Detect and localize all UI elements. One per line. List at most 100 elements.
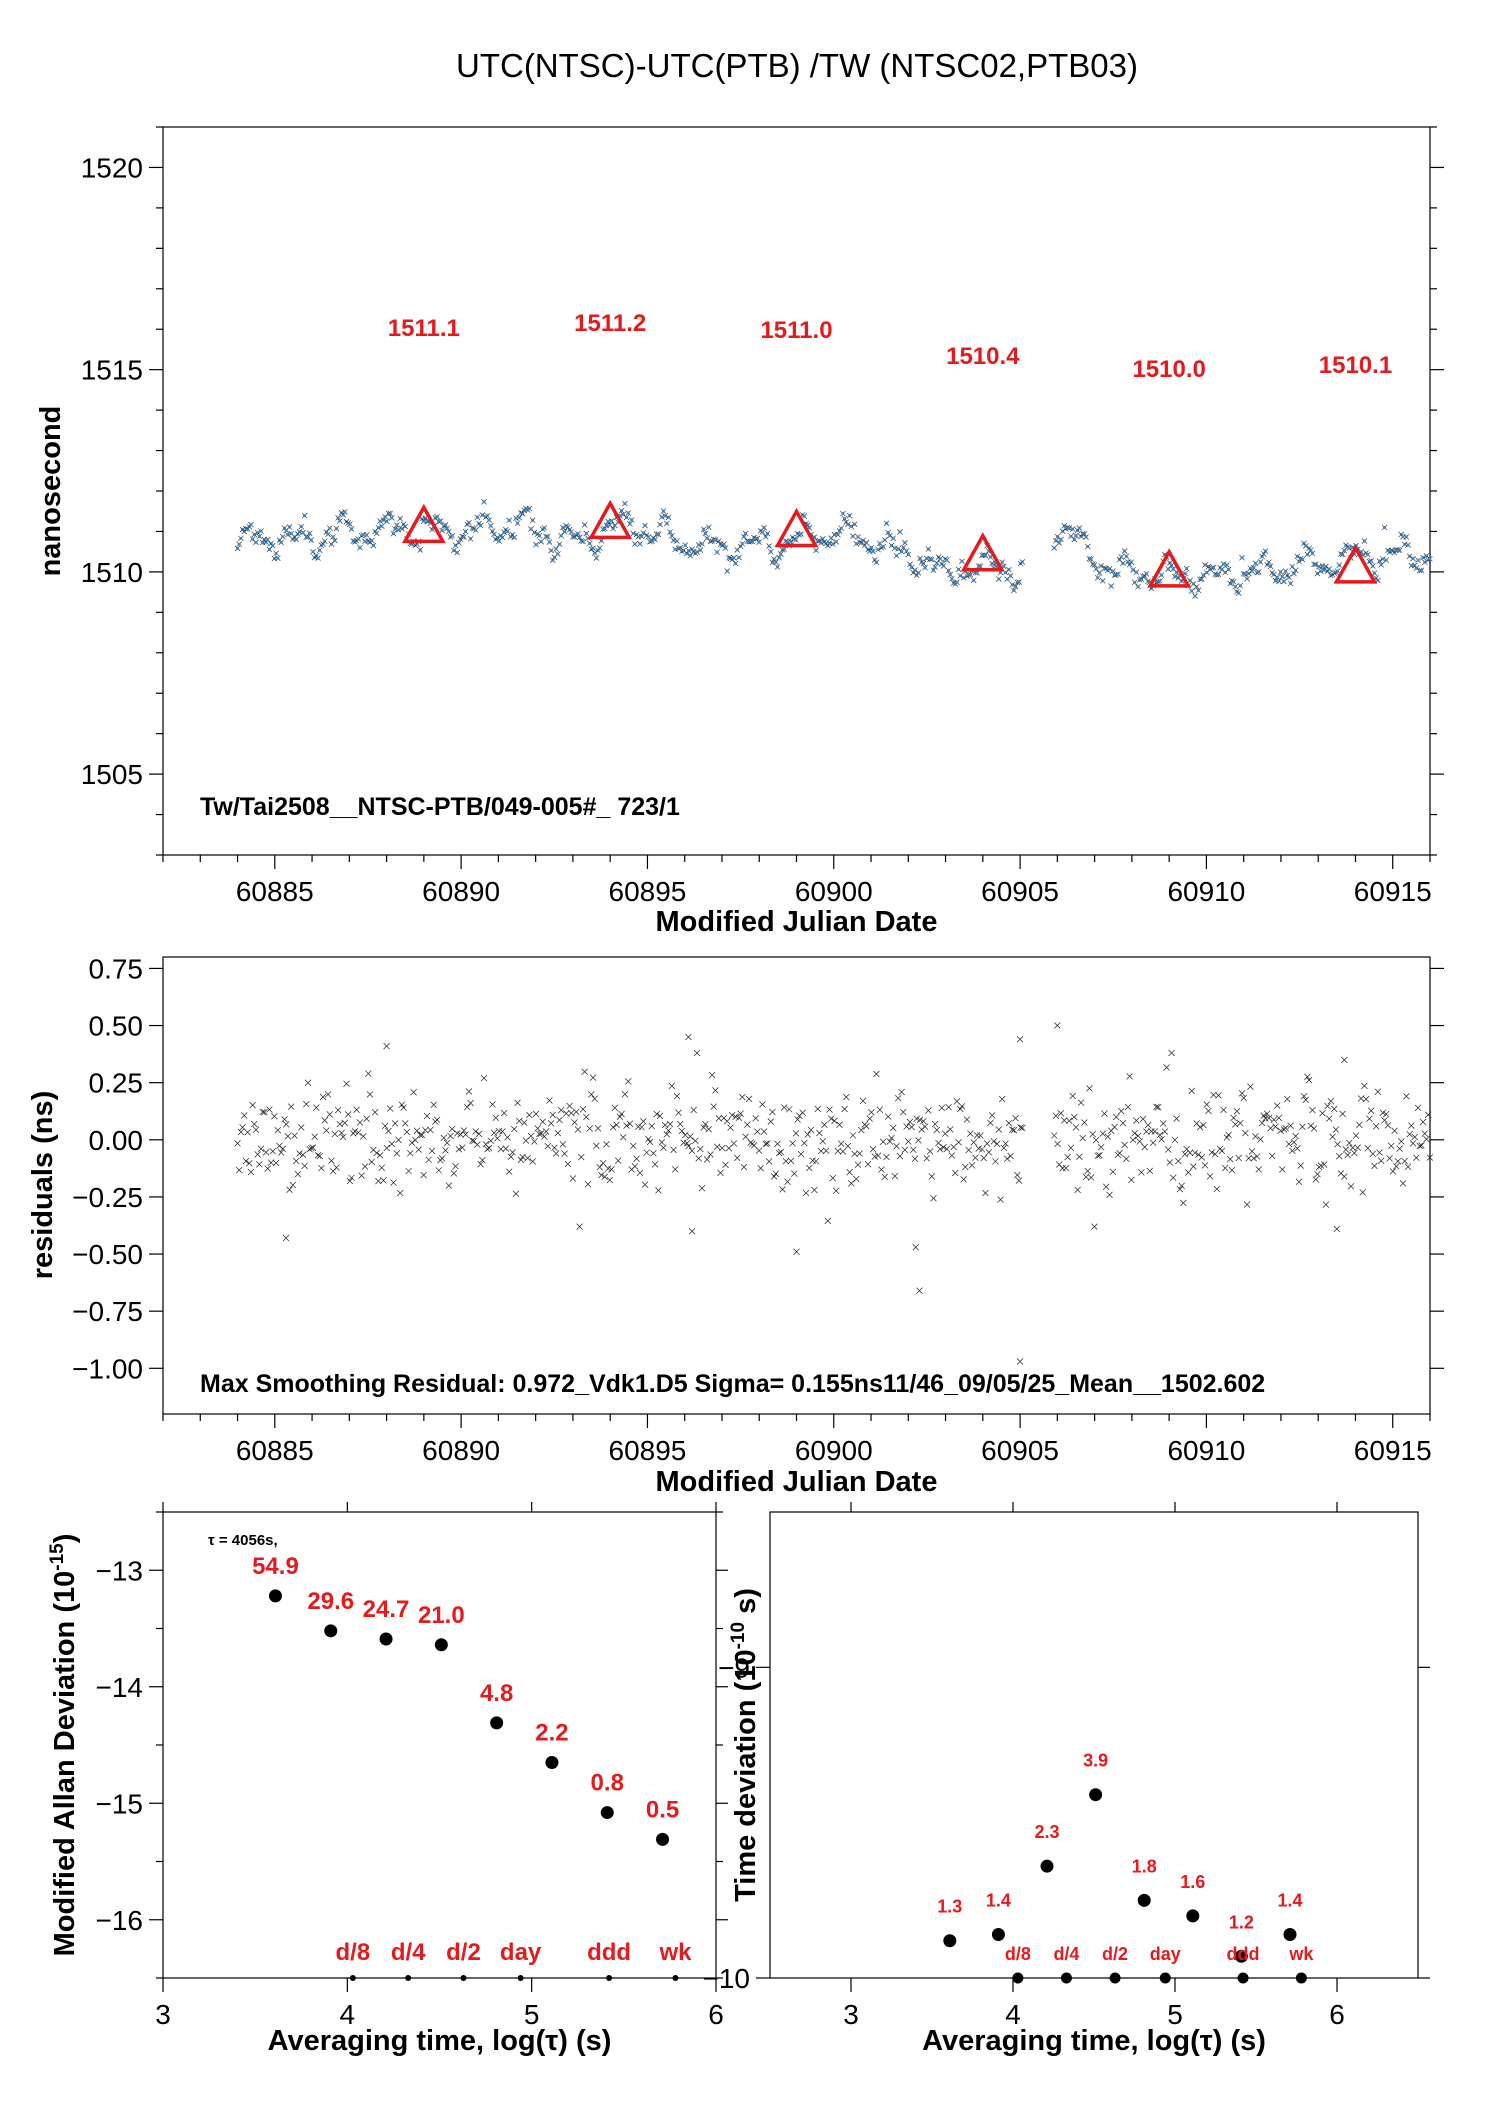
data-point-dot	[893, 546, 897, 550]
residual-point	[323, 1127, 330, 1134]
residual-point	[269, 1147, 276, 1155]
deviation-value-label: 21.0	[418, 1602, 465, 1629]
residual-point	[1173, 1115, 1180, 1122]
data-point-dot	[853, 522, 857, 526]
y-axis-label: nanosecond	[35, 406, 67, 577]
data-point-dot	[1133, 580, 1137, 584]
residual-point	[1061, 1117, 1068, 1124]
data-point-dot	[1237, 591, 1241, 595]
residual-point	[707, 1151, 714, 1158]
residual-point	[762, 1140, 770, 1148]
data-point-dot	[266, 538, 270, 542]
residual-point	[1304, 1073, 1311, 1081]
residual-point	[351, 1128, 359, 1135]
deviation-value-label: 2.3	[1035, 1822, 1060, 1842]
residual-outlier	[383, 1042, 390, 1050]
residual-point	[1364, 1144, 1372, 1152]
residual-point	[474, 1141, 481, 1148]
data-point-dot	[1243, 572, 1247, 576]
data-point-dot	[757, 540, 761, 544]
data-point-dot	[1247, 572, 1251, 576]
data-point-dot	[435, 515, 439, 519]
residual-point	[527, 1132, 535, 1140]
residual-point	[1289, 1147, 1296, 1155]
residual-point	[1124, 1103, 1132, 1111]
plot-frame	[162, 126, 1431, 856]
data-point-dot	[898, 530, 902, 534]
residual-point	[727, 1124, 734, 1131]
data-point-dot	[1372, 571, 1376, 575]
data-point-dot	[1227, 567, 1231, 571]
data-point-dot	[334, 527, 338, 531]
residual-point	[757, 1164, 764, 1172]
data-point-dot	[1149, 586, 1153, 590]
residual-point	[1411, 1133, 1418, 1141]
residual-point	[425, 1156, 432, 1164]
data-point-dot	[1280, 575, 1284, 579]
data-point-dot	[593, 551, 597, 555]
data-point-dot	[672, 538, 676, 542]
residual-point	[888, 1134, 895, 1142]
data-point-dot	[1384, 558, 1388, 562]
data-point-dot	[252, 533, 256, 537]
data-point-dot	[1341, 552, 1345, 556]
residual-point	[884, 1113, 892, 1120]
residual-point	[1128, 1176, 1135, 1184]
x-tick-label: 60910	[1167, 876, 1245, 907]
residual-point	[1064, 1153, 1071, 1161]
residual-point	[1143, 1128, 1150, 1135]
residual-point	[983, 1140, 991, 1147]
residual-point	[740, 1163, 748, 1171]
data-point-dot	[274, 551, 278, 555]
data-point-dot	[1056, 535, 1060, 539]
deviation-value-label: 24.7	[363, 1596, 410, 1623]
x-tick-label: 5	[1167, 1999, 1183, 2030]
data-point-dot	[454, 543, 458, 547]
residual-point	[695, 1155, 702, 1162]
residual-point	[251, 1120, 258, 1128]
data-point-dot	[329, 542, 333, 546]
residual-point	[500, 1109, 508, 1117]
residual-point	[479, 1156, 486, 1164]
residual-point	[851, 1150, 858, 1158]
data-point-dot	[1183, 572, 1187, 576]
residual-point	[817, 1147, 825, 1155]
residual-point	[472, 1128, 479, 1135]
residual-point	[1300, 1092, 1308, 1100]
data-point-dot	[1267, 560, 1271, 564]
residual-point	[576, 1223, 583, 1230]
data-point-dot	[1094, 567, 1098, 571]
residual-point	[517, 1156, 525, 1164]
residual-point	[715, 1115, 723, 1122]
x-axis-label: Modified Julian Date	[656, 1466, 938, 1498]
data-point-dot	[661, 509, 665, 513]
residual-point	[666, 1120, 674, 1128]
residual-point	[353, 1106, 360, 1114]
data-point-dot	[293, 535, 297, 539]
residual-point	[428, 1147, 436, 1155]
x-tick-label: 6	[1329, 1999, 1345, 2030]
residual-point	[1257, 1136, 1264, 1143]
data-point-dot	[1419, 568, 1423, 572]
data-point-dot	[636, 535, 640, 539]
data-point-dot	[1305, 552, 1309, 556]
residual-point	[294, 1170, 302, 1178]
residual-point	[247, 1168, 255, 1176]
tau-marker	[1159, 1972, 1171, 1984]
mean-value-label: 1510.4	[946, 343, 1020, 370]
residual-point	[1002, 1140, 1009, 1147]
residual-point	[713, 1143, 721, 1150]
residual-point	[1295, 1178, 1303, 1185]
residual-point	[893, 1142, 900, 1150]
data-point-dot	[948, 573, 952, 577]
residual-point	[650, 1149, 657, 1157]
residual-point	[1384, 1122, 1392, 1129]
tau-marker	[349, 1975, 356, 1981]
residual-point	[529, 1158, 536, 1165]
x-axis-label: Modified Julian Date	[656, 906, 938, 938]
residual-point	[1267, 1124, 1274, 1132]
data-point-dot	[1054, 539, 1058, 543]
residual-point	[1225, 1131, 1232, 1139]
data-point-dot	[402, 522, 406, 526]
data-point-dot	[1136, 585, 1140, 589]
